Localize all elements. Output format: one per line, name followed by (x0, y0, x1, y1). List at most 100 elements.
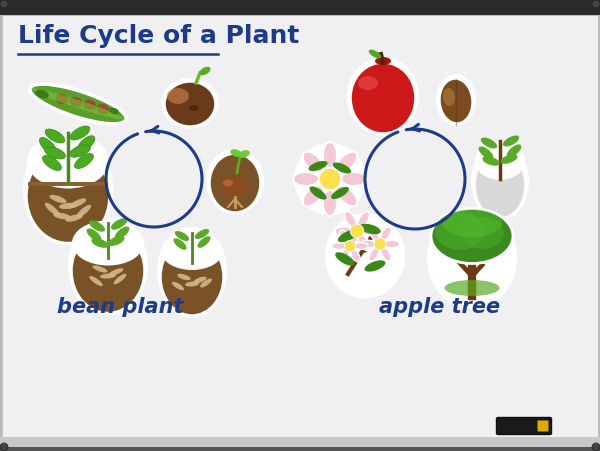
Ellipse shape (157, 227, 227, 315)
Ellipse shape (26, 148, 110, 244)
Ellipse shape (337, 152, 358, 172)
Circle shape (319, 168, 341, 190)
Ellipse shape (167, 88, 189, 104)
Ellipse shape (115, 226, 130, 239)
Ellipse shape (347, 57, 419, 135)
Ellipse shape (161, 78, 219, 128)
Text: bean plant: bean plant (57, 297, 183, 317)
Ellipse shape (294, 143, 366, 215)
Ellipse shape (500, 154, 518, 164)
Ellipse shape (333, 162, 351, 174)
Ellipse shape (109, 108, 119, 114)
Ellipse shape (45, 203, 59, 215)
Ellipse shape (354, 243, 368, 249)
Ellipse shape (331, 187, 349, 199)
Ellipse shape (189, 105, 199, 111)
Ellipse shape (238, 150, 250, 158)
Ellipse shape (97, 104, 109, 114)
Ellipse shape (460, 217, 504, 249)
Ellipse shape (223, 179, 233, 187)
Ellipse shape (443, 88, 455, 106)
Ellipse shape (323, 142, 337, 168)
Ellipse shape (86, 229, 101, 242)
Ellipse shape (221, 175, 249, 197)
Ellipse shape (161, 232, 223, 270)
Ellipse shape (177, 274, 191, 280)
Ellipse shape (436, 74, 476, 126)
Ellipse shape (172, 282, 184, 290)
FancyBboxPatch shape (538, 420, 548, 432)
Ellipse shape (442, 209, 502, 237)
Ellipse shape (44, 147, 65, 159)
Ellipse shape (43, 156, 61, 170)
Ellipse shape (350, 62, 416, 134)
Ellipse shape (351, 249, 360, 262)
Ellipse shape (209, 153, 261, 213)
Ellipse shape (369, 50, 381, 58)
Ellipse shape (71, 229, 145, 313)
Ellipse shape (70, 198, 86, 207)
Ellipse shape (439, 78, 473, 124)
Ellipse shape (365, 260, 385, 272)
Ellipse shape (358, 76, 378, 90)
FancyBboxPatch shape (497, 418, 551, 434)
Ellipse shape (164, 81, 216, 127)
Ellipse shape (53, 213, 71, 219)
Ellipse shape (83, 100, 97, 110)
Ellipse shape (28, 83, 128, 126)
Ellipse shape (31, 88, 125, 120)
Ellipse shape (381, 227, 391, 240)
Ellipse shape (325, 213, 405, 299)
Circle shape (374, 238, 386, 250)
Ellipse shape (471, 143, 529, 218)
Ellipse shape (56, 94, 68, 104)
Ellipse shape (351, 230, 360, 243)
Ellipse shape (68, 217, 148, 313)
Ellipse shape (59, 203, 77, 209)
Ellipse shape (340, 249, 349, 262)
Ellipse shape (49, 195, 67, 203)
Circle shape (0, 443, 8, 451)
Ellipse shape (310, 186, 326, 200)
Ellipse shape (35, 90, 49, 98)
Ellipse shape (173, 238, 187, 250)
Ellipse shape (113, 274, 127, 284)
Ellipse shape (369, 248, 379, 261)
Text: Life Cycle of a Plant: Life Cycle of a Plant (18, 24, 299, 48)
Bar (28, 182, 108, 186)
Ellipse shape (332, 243, 346, 249)
Ellipse shape (70, 97, 82, 107)
Ellipse shape (65, 214, 83, 222)
Ellipse shape (111, 218, 127, 230)
Ellipse shape (193, 276, 206, 283)
Ellipse shape (302, 152, 323, 172)
Ellipse shape (335, 227, 352, 235)
Ellipse shape (340, 230, 349, 243)
Ellipse shape (40, 138, 56, 155)
Ellipse shape (435, 212, 485, 250)
Ellipse shape (375, 57, 391, 65)
Ellipse shape (89, 221, 105, 232)
Ellipse shape (344, 212, 356, 227)
Ellipse shape (195, 229, 209, 239)
Ellipse shape (308, 161, 328, 171)
Ellipse shape (70, 145, 91, 157)
Ellipse shape (77, 136, 95, 152)
Ellipse shape (359, 224, 380, 234)
Bar (0, 447, 600, 451)
Ellipse shape (109, 268, 124, 276)
Ellipse shape (474, 151, 526, 219)
Ellipse shape (185, 281, 199, 286)
Circle shape (344, 240, 356, 252)
Ellipse shape (197, 236, 211, 248)
Ellipse shape (427, 209, 517, 309)
Ellipse shape (335, 252, 355, 266)
Ellipse shape (230, 149, 242, 157)
Ellipse shape (92, 265, 107, 272)
Ellipse shape (74, 153, 94, 169)
Ellipse shape (506, 144, 521, 157)
Ellipse shape (175, 231, 189, 241)
Text: apple tree: apple tree (379, 297, 500, 317)
Ellipse shape (72, 221, 144, 266)
Ellipse shape (341, 172, 367, 186)
